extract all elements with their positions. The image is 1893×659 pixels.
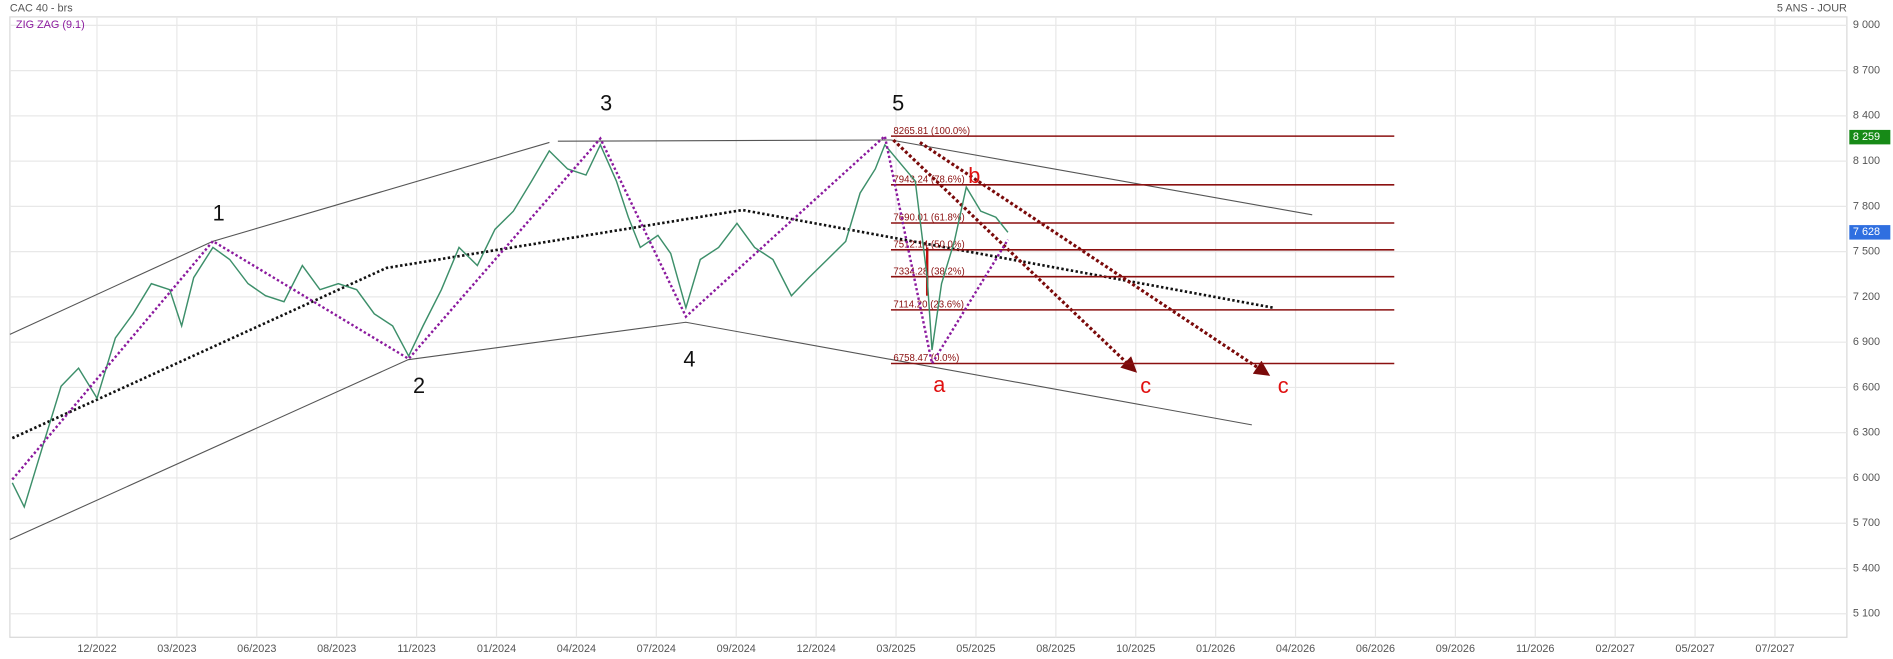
x-tick-label: 06/2023 (237, 643, 276, 655)
y-tick-label: 6 000 (1853, 472, 1880, 484)
fib-label: 7334.28 (38.2%) (893, 266, 964, 277)
y-tick-label: 9 000 (1853, 19, 1880, 31)
x-tick-label: 10/2025 (1116, 643, 1155, 655)
fib-label: 7943.24 (78.6%) (893, 174, 964, 185)
price-tag-label: 7 628 (1853, 226, 1880, 238)
x-tick-label: 03/2023 (157, 643, 196, 655)
wave-label: 4 (683, 347, 695, 372)
y-tick-label: 6 600 (1853, 381, 1880, 393)
x-tick-label: 05/2025 (956, 643, 995, 655)
wave-label: 5 (892, 91, 904, 116)
y-tick-label: 7 500 (1853, 246, 1880, 258)
x-tick-label: 09/2026 (1436, 643, 1475, 655)
y-tick-label: 7 200 (1853, 291, 1880, 303)
x-tick-label: 05/2027 (1675, 643, 1714, 655)
x-tick-label: 07/2027 (1755, 643, 1794, 655)
x-tick-label: 11/2026 (1516, 643, 1554, 655)
y-tick-label: 8 400 (1853, 110, 1880, 122)
trend-lines (9, 138, 1313, 541)
y-tick-label: 5 700 (1853, 517, 1880, 529)
grid: 9 000 8 700 8 400 8 100 7 800 7 500 7 200 6 900… (9, 16, 1880, 655)
x-tick-label: 03/2025 (876, 643, 915, 655)
x-tick-label: 12/2022 (77, 643, 116, 655)
plot-frame (9, 16, 1848, 638)
x-tick-label: 12/2024 (796, 643, 835, 655)
y-tick-label: 7 800 (1853, 200, 1880, 212)
y-tick-label: 5 100 (1853, 608, 1880, 620)
fib-label: 7690.01 (61.8%) (893, 213, 964, 224)
projection-arrow (892, 138, 1138, 373)
x-tick-label: 02/2027 (1596, 643, 1635, 655)
chart-subtitle: 5 ANS - JOUR (1777, 2, 1847, 14)
wave-label: 1 (213, 201, 225, 226)
upper-channel (9, 141, 550, 335)
upper-trend (557, 139, 1313, 216)
y-tick-label: 8 100 (1853, 155, 1880, 167)
dotted-trend (11, 208, 1274, 440)
fib-label: 8265.81 (100.0%) (893, 126, 970, 137)
price-tag (1849, 129, 1891, 145)
x-tick-label: 06/2026 (1356, 643, 1395, 655)
wave-label: c (1278, 373, 1289, 398)
legend-entry: ZIG ZAG (9.1) (16, 19, 85, 31)
x-tick-label: 09/2024 (717, 643, 756, 655)
lower-trend (9, 321, 1252, 541)
x-tick-label: 04/2024 (557, 643, 596, 655)
fib-label: 7512.14 (50.0%) (893, 240, 964, 251)
wave-label: c (1140, 373, 1151, 398)
wave-label: b (968, 163, 980, 188)
x-tick-label: 04/2026 (1276, 643, 1315, 655)
chart-title: CAC 40 - brs (10, 2, 73, 14)
zigzag-line (11, 133, 1009, 481)
wave-label: 3 (600, 91, 612, 116)
wave-label: a (933, 372, 946, 397)
price-line (11, 143, 1009, 509)
fib-label: 6758.47 (0.0%) (893, 353, 959, 364)
y-tick-label: 8 700 (1853, 64, 1880, 76)
x-tick-label: 08/2023 (317, 643, 356, 655)
wave-label: 2 (413, 373, 425, 398)
projection-arrow (919, 141, 1271, 376)
data-layer: 8265.81 (100.0%) 7943.24 (78.6%) 7690.01 (… (11, 91, 1891, 509)
x-tick-label: 07/2024 (637, 643, 676, 655)
x-tick-label: 01/2024 (477, 643, 516, 655)
price-tag-label: 8 259 (1853, 131, 1880, 143)
x-tick-label: 11/2023 (397, 643, 435, 655)
y-tick-label: 6 300 (1853, 427, 1880, 439)
x-tick-label: 01/2026 (1196, 643, 1235, 655)
y-tick-label: 5 400 (1853, 562, 1880, 574)
price-tag (1849, 225, 1891, 240)
x-tick-label: 08/2025 (1036, 643, 1075, 655)
y-tick-label: 6 900 (1853, 336, 1880, 348)
